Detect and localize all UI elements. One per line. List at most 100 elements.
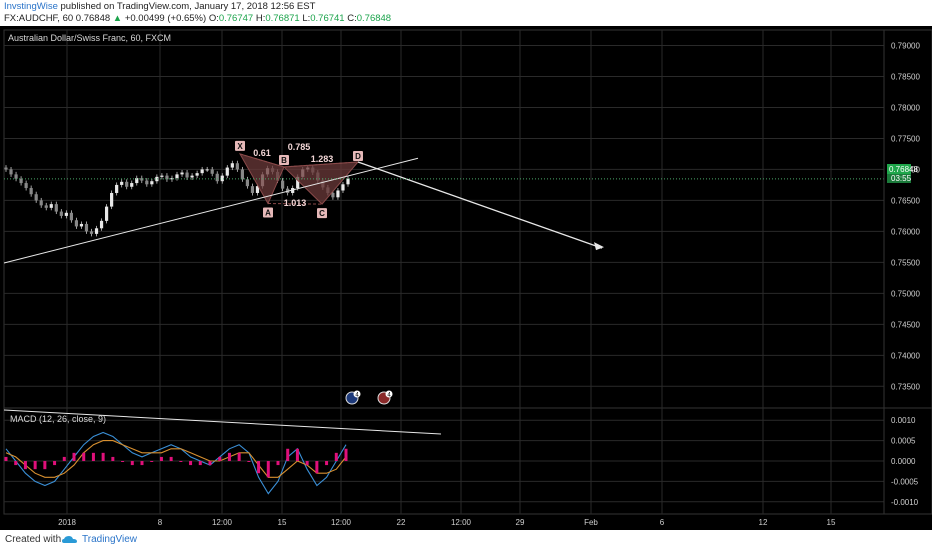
time-tick-label: 12:00 bbox=[212, 518, 233, 527]
close-label: C: bbox=[347, 13, 357, 24]
pattern-point-c: C bbox=[319, 209, 325, 218]
macd-histogram-bar bbox=[53, 461, 57, 466]
candle-body bbox=[69, 212, 73, 221]
macd-trend-line bbox=[3, 409, 442, 435]
macd-histogram-bar bbox=[334, 452, 338, 461]
time-tick-label: 12 bbox=[759, 518, 768, 527]
candle-body bbox=[185, 172, 189, 178]
candle-body bbox=[291, 188, 295, 193]
high-value: 0.76871 bbox=[265, 13, 300, 24]
macd-histogram-bar bbox=[14, 461, 18, 466]
footer: Created with TradingView bbox=[0, 530, 932, 550]
pattern-point-b: B bbox=[281, 156, 287, 165]
macd-histogram-bar bbox=[150, 461, 154, 462]
macd-histogram-bar bbox=[218, 456, 222, 461]
candle-body bbox=[165, 175, 169, 180]
time-tick-label: 12:00 bbox=[451, 518, 472, 527]
candle-body bbox=[190, 175, 194, 178]
candle-body bbox=[74, 220, 79, 227]
price-tag-text: 0.76848 bbox=[889, 165, 918, 174]
price-tick-label: 0.76500 bbox=[891, 196, 920, 205]
grid bbox=[3, 29, 885, 515]
price-tick-label: 0.77500 bbox=[891, 134, 920, 143]
candle-body bbox=[44, 205, 48, 208]
price-axis[interactable]: 0.790000.785000.780000.775000.770000.765… bbox=[883, 29, 932, 409]
candle-body bbox=[155, 176, 159, 182]
pattern-point-b-bg bbox=[279, 154, 289, 165]
candle-body bbox=[89, 231, 94, 234]
macd-histogram-bar bbox=[130, 461, 134, 466]
candle-body bbox=[170, 178, 174, 180]
macd-histogram-bar bbox=[62, 456, 66, 461]
macd-histogram-bar bbox=[159, 456, 163, 461]
macd-histogram-bar bbox=[344, 448, 348, 461]
up-arrow-icon: ▲ bbox=[112, 13, 123, 24]
macd-histogram-bar bbox=[179, 461, 183, 462]
macd-histogram-bar bbox=[198, 461, 202, 466]
tradingview-brand[interactable]: TradingView bbox=[82, 534, 138, 545]
price-chart[interactable]: Australian Dollar/Swiss Franc, 60, FXCM … bbox=[0, 26, 932, 530]
macd-histogram-bar bbox=[140, 461, 144, 466]
macd-tick-label: 0.0010 bbox=[891, 416, 916, 425]
event-badge-count-bg bbox=[353, 390, 361, 398]
time-tick-label: 15 bbox=[827, 518, 836, 527]
candle-body bbox=[210, 169, 214, 174]
macd-histogram-bar bbox=[276, 461, 280, 466]
candle-body bbox=[120, 181, 124, 185]
macd-histogram-bar bbox=[72, 452, 76, 461]
time-tick-label: 6 bbox=[660, 518, 665, 527]
candle-body bbox=[205, 169, 209, 171]
candle-body bbox=[24, 183, 28, 189]
countdown-text: 03:55 bbox=[891, 174, 912, 183]
macd-histogram-bar bbox=[266, 461, 270, 478]
event-badge-count: 4 bbox=[355, 393, 359, 399]
change: +0.00499 (+0.65%) bbox=[124, 13, 207, 24]
candle-body bbox=[230, 163, 234, 168]
candle-body bbox=[220, 175, 224, 182]
macd-histogram-bar bbox=[121, 461, 125, 462]
macd-histogram-bar bbox=[33, 461, 37, 470]
candle-body bbox=[200, 169, 204, 174]
open-value: 0.76747 bbox=[218, 13, 254, 24]
macd-histogram-bar bbox=[305, 461, 309, 466]
pattern-ratio-line bbox=[283, 161, 359, 168]
macd-tick-label: 0.0000 bbox=[891, 457, 916, 466]
candle-body bbox=[115, 184, 119, 193]
candle-body bbox=[135, 178, 139, 184]
candle-body bbox=[130, 183, 134, 187]
open-label: O: bbox=[208, 13, 219, 24]
candle-body bbox=[341, 184, 345, 191]
pattern-ratio-bd: 0.785 bbox=[288, 142, 311, 152]
time-tick-label: 22 bbox=[397, 518, 406, 527]
author-link[interactable]: InvstingWise bbox=[4, 1, 58, 12]
macd-tick-label: 0.0005 bbox=[891, 437, 916, 446]
macd-histogram-bar bbox=[4, 456, 8, 461]
candle-body bbox=[336, 190, 340, 198]
pattern-point-a: A bbox=[265, 209, 271, 218]
price-tick-label: 0.74500 bbox=[891, 320, 920, 329]
low-label: L: bbox=[302, 13, 311, 24]
candle-body bbox=[34, 194, 38, 201]
macd-label: MACD (12, 26, close, 9) bbox=[10, 414, 106, 424]
candle-body bbox=[4, 167, 8, 170]
candle-body bbox=[180, 172, 184, 175]
time-axis[interactable]: 2018 8 12:00 15 12:00 22 12:00 29 Feb 6 12 15 bbox=[58, 518, 836, 527]
projection-line bbox=[357, 161, 603, 249]
pattern-ratio-ac: 1.013 bbox=[284, 198, 307, 208]
macd-histogram-bar bbox=[208, 461, 212, 466]
candle-body bbox=[19, 178, 23, 184]
macd-histogram-bar bbox=[189, 461, 193, 466]
pattern-point-x: X bbox=[237, 142, 243, 151]
candle-body bbox=[110, 192, 114, 207]
candle-body bbox=[150, 181, 154, 185]
last-price: 0.76848 bbox=[75, 13, 111, 24]
candle-body bbox=[145, 180, 149, 185]
macd-axis[interactable]: 0.0010 0.0005 0.0000 -0.0005 -0.0010 bbox=[883, 407, 932, 515]
created-with: Created with bbox=[5, 534, 62, 545]
pattern-ratio-line bbox=[267, 203, 323, 205]
time-tick-label: 8 bbox=[158, 518, 163, 527]
time-tick-label: 2018 bbox=[58, 518, 76, 527]
publish-line: InvstingWise published on TradingView.co… bbox=[4, 1, 315, 12]
